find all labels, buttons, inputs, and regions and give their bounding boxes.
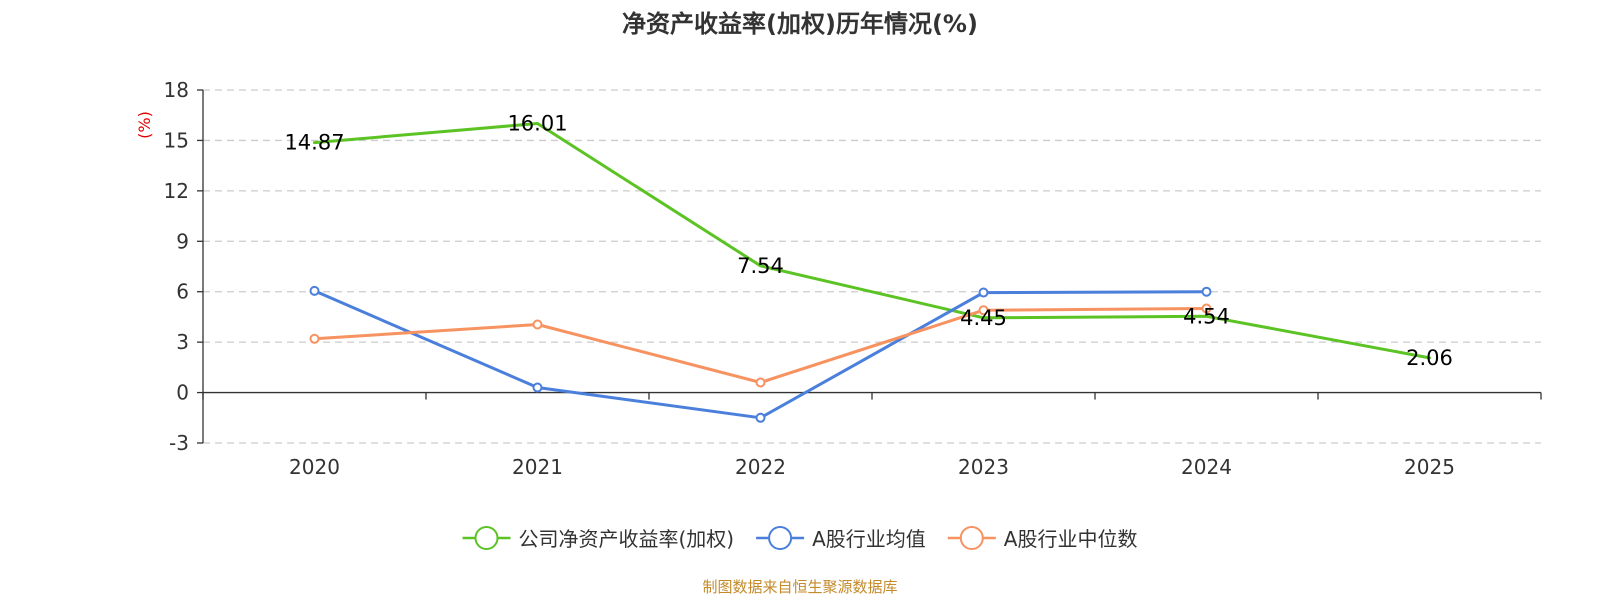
x-tick-label: 2024: [1181, 455, 1232, 479]
data-labels: 14.87 16.01 7.54 4.45 4.54 2.06: [284, 111, 1452, 369]
series-line: [313, 307, 1208, 384]
legend-item-1[interactable]: 公司净资产收益率(加权): [462, 526, 735, 551]
y-tick-label: 3: [176, 330, 189, 354]
data-point: [755, 412, 766, 423]
gridlines: [203, 89, 1541, 444]
data-point: [309, 333, 320, 344]
legend[interactable]: 公司净资产收益率(加权) A股行业均值 A股行业中位数: [462, 526, 1138, 551]
source-note: 制图数据来自恒生聚源数据库: [702, 578, 897, 596]
x-tick-label: 2022: [735, 455, 786, 479]
y-tick-label: -3: [169, 431, 189, 455]
legend-item-2[interactable]: A股行业均值: [756, 526, 926, 551]
y-tick-label: 6: [176, 280, 189, 304]
axes: -3 0 3 6 9 12 15 18 2020 2021 2022 2023 2024 2025: [164, 78, 1542, 479]
x-tick-label: 2020: [289, 455, 340, 479]
data-label: 2.06: [1406, 346, 1453, 370]
data-label: 16.01: [507, 111, 567, 135]
series-lines: [309, 122, 1431, 423]
legend-marker-icon: [959, 526, 984, 550]
y-tick-label: 0: [176, 381, 189, 405]
y-tick-label: 18: [164, 78, 189, 102]
data-point: [1201, 303, 1212, 314]
data-label: 4.45: [960, 306, 1007, 330]
data-point: [532, 382, 543, 393]
series-1: [313, 122, 1431, 360]
series-line: [313, 122, 1431, 360]
data-label: 4.54: [1183, 304, 1230, 328]
y-tick-label: 9: [176, 229, 189, 253]
legend-label: A股行业均值: [812, 527, 926, 551]
data-point: [532, 319, 543, 330]
legend-marker-icon: [768, 526, 793, 550]
x-tick-label: 2023: [958, 455, 1009, 479]
series-3: [309, 303, 1212, 388]
legend-item-3[interactable]: A股行业中位数: [947, 526, 1138, 551]
data-point: [978, 305, 989, 316]
legend-label: 公司净资产收益率(加权): [519, 527, 735, 551]
legend-label: A股行业中位数: [1004, 527, 1138, 551]
data-label: 7.54: [737, 254, 784, 278]
data-point: [1201, 286, 1212, 297]
y-tick-label: 12: [164, 179, 189, 203]
legend-marker-icon: [474, 526, 499, 550]
y-unit-label: (%): [135, 111, 154, 139]
data-label: 14.87: [284, 131, 344, 155]
x-tick-label: 2025: [1404, 455, 1455, 479]
data-point: [755, 377, 766, 388]
data-point: [978, 287, 989, 298]
y-tick-label: 15: [164, 128, 189, 152]
data-point: [309, 285, 320, 296]
chart-title: 净资产收益率(加权)历年情况(%): [622, 10, 978, 38]
x-tick-label: 2021: [512, 455, 563, 479]
series-2: [309, 285, 1212, 423]
